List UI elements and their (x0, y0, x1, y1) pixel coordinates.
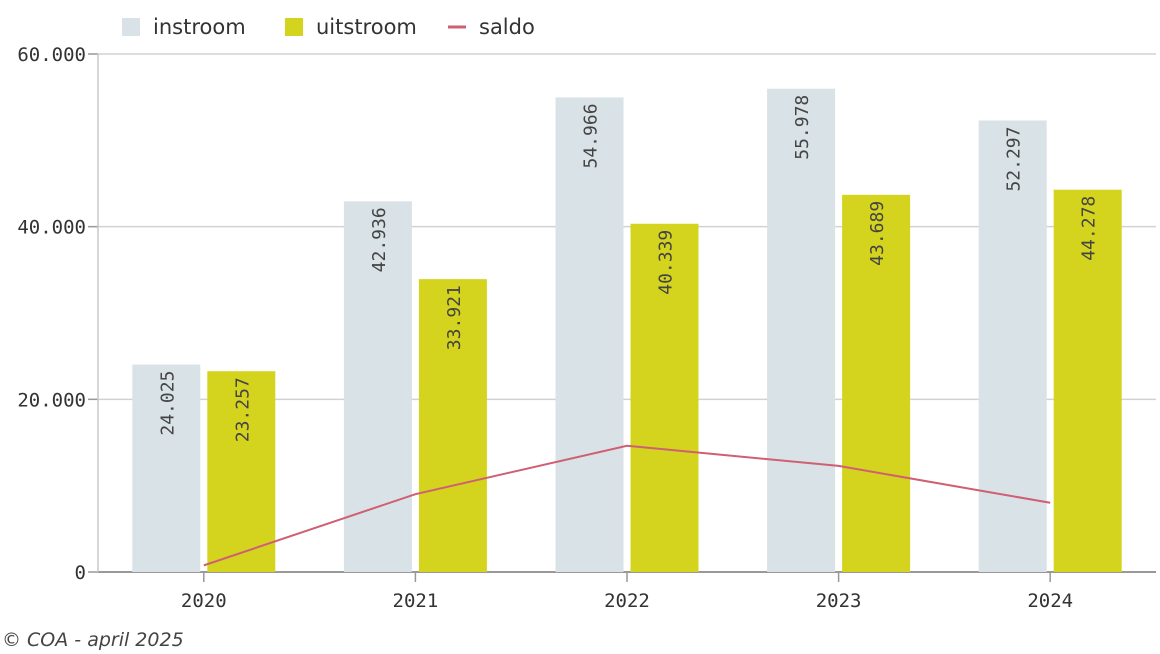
value-label-instroom-2020: 24.025 (157, 371, 178, 436)
value-label-uitstroom-2021: 33.921 (444, 285, 465, 350)
saldo-line-layer (203, 444, 1051, 567)
bar-uitstroom-2022 (630, 223, 699, 572)
bar-instroom-2020 (132, 364, 201, 572)
bar-uitstroom-2023 (842, 194, 911, 572)
y-tick-label: 60.000 (17, 44, 86, 66)
value-label-instroom-2022: 54.966 (581, 103, 602, 168)
value-label-instroom-2023: 55.978 (792, 95, 813, 160)
chart-credit: © COA - april 2025 (2, 629, 184, 651)
saldo-line (203, 444, 1051, 567)
legend-swatch-instroom (122, 18, 140, 36)
y-tick-label: 0 (75, 562, 86, 584)
bars (132, 88, 1122, 572)
x-axis-ticks: 2020 2021 2022 2023 2024 (181, 572, 1073, 612)
bar-value-labels: 24.025 23.257 42.936 33.921 54.966 40.339 55.9… (157, 95, 1099, 443)
y-axis-ticks: 0 20.000 40.000 60.000 (17, 44, 86, 584)
bar-instroom-2022 (555, 97, 624, 572)
x-tick-label: 2020 (181, 590, 227, 612)
x-tick-label: 2022 (604, 590, 650, 612)
bar-instroom-2021 (343, 201, 412, 572)
value-label-uitstroom-2023: 43.689 (867, 201, 888, 266)
value-label-instroom-2024: 52.297 (1004, 127, 1025, 192)
legend-swatch-uitstroom (285, 18, 303, 36)
bar-instroom-2023 (767, 88, 836, 572)
x-tick-label: 2021 (393, 590, 439, 612)
legend-label-saldo: saldo (479, 15, 535, 39)
legend: instroom uitstroom saldo (122, 15, 535, 39)
bar-uitstroom-2024 (1053, 189, 1122, 572)
value-label-instroom-2021: 42.936 (369, 207, 390, 272)
value-label-uitstroom-2020: 23.257 (232, 377, 253, 442)
x-tick-label: 2023 (816, 590, 862, 612)
legend-label-uitstroom: uitstroom (316, 15, 417, 39)
x-tick-label: 2024 (1027, 590, 1073, 612)
legend-label-instroom: instroom (153, 15, 246, 39)
value-label-uitstroom-2022: 40.339 (656, 230, 677, 295)
y-tick-label: 20.000 (17, 389, 86, 411)
y-tick-label: 40.000 (17, 217, 86, 239)
value-label-uitstroom-2024: 44.278 (1079, 196, 1100, 261)
bar-uitstroom-2021 (418, 279, 487, 572)
bar-uitstroom-2020 (207, 371, 276, 572)
